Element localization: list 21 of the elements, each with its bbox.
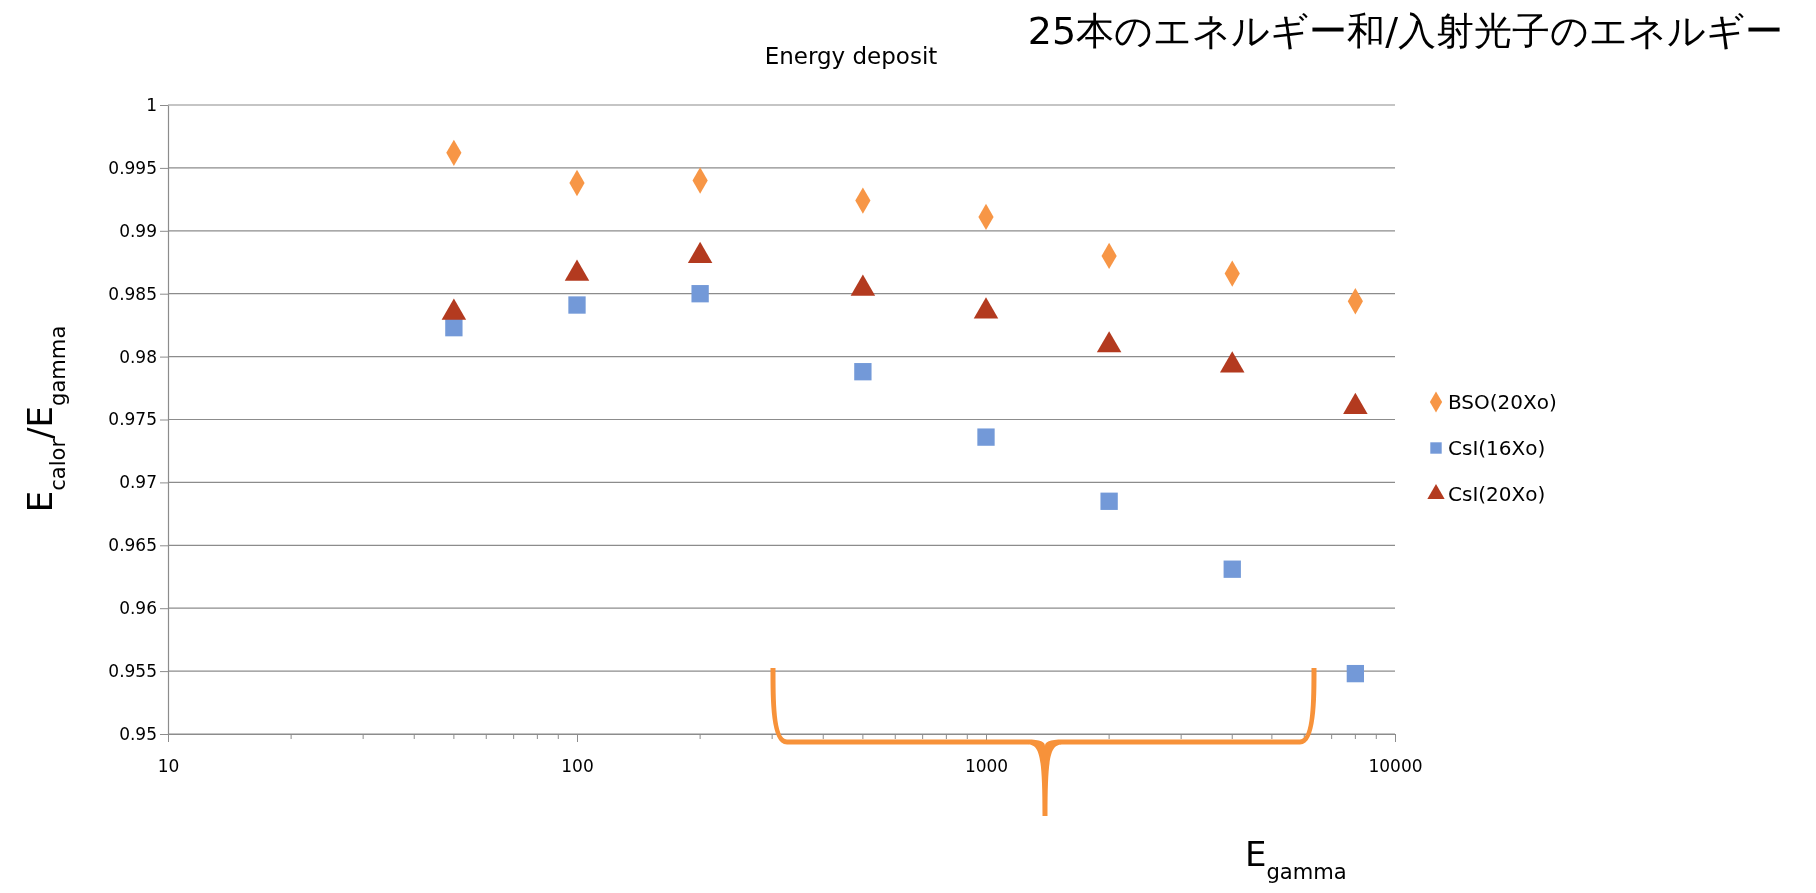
x-tick-label: 100 xyxy=(561,756,594,777)
legend-label: CsI(16Xo) xyxy=(1448,436,1546,460)
x-tick-label: 10 xyxy=(157,756,180,777)
x-axis-title: E$_{gamma}$ xyxy=(1245,834,1347,884)
y-tick-label: 0.965 xyxy=(108,535,157,556)
chart-title: Energy deposit xyxy=(764,43,938,69)
y-tick-label: 0.975 xyxy=(108,409,157,430)
y-tick-label: 0.96 xyxy=(119,598,157,619)
y-tick-label: 0.995 xyxy=(108,157,157,178)
y-tick-label: 0.97 xyxy=(119,472,157,493)
y-tick-label: 0.98 xyxy=(119,346,157,367)
legend-label: BSO(20Xo) xyxy=(1448,390,1557,414)
y-tick-label: 0.985 xyxy=(108,283,157,304)
text: 25本のエネルギー和/入射光子のエネルギー xyxy=(1027,9,1783,53)
x-tick-label: 1000 xyxy=(964,756,1009,777)
x-tick-label: 10000 xyxy=(1368,756,1423,777)
y-tick-label: 0.99 xyxy=(119,220,157,241)
legend-label: CsI(20Xo) xyxy=(1448,482,1546,506)
y-tick-label: 1 xyxy=(146,94,157,115)
y-tick-label: 0.95 xyxy=(119,723,157,744)
y-tick-label: 0.955 xyxy=(108,661,157,682)
